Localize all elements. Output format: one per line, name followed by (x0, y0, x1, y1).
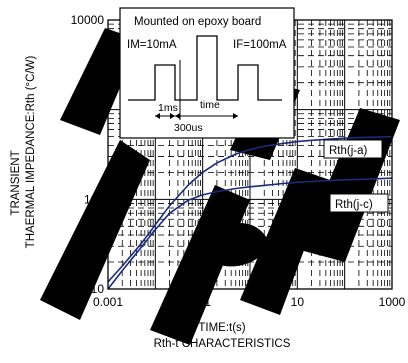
x-tick-label: 10 (291, 295, 305, 309)
chart-subtitle: Rth-t CHARACTERISTICS (154, 338, 291, 350)
x-tick-label: 0.1 (194, 295, 211, 309)
period-label: time (200, 99, 220, 111)
series-name-rth-jc: Rth(j-c) (335, 199, 373, 211)
series-name-rth-ja: Rth(j-a) (329, 145, 368, 157)
x-tick-label: 1000 (379, 295, 406, 309)
pulse-inset: Mounted on epoxy board IM=10mA IF=100mA … (120, 8, 294, 138)
x-tick-label: 0.001 (93, 295, 123, 309)
x-axis-title: TIME:t(s) (198, 322, 245, 334)
series-label-rth-ja: Rth(j-a) (324, 140, 382, 158)
inset-heading: Mounted on epoxy board (134, 16, 261, 28)
inset-left-label: IM=10mA (127, 39, 177, 51)
y-tick-label: 100 (84, 192, 104, 206)
y-axis-title-line1: TRANSIENT (10, 150, 22, 215)
y-tick-label: 10 (91, 282, 105, 296)
y-tick-label: 1000 (77, 103, 104, 117)
inset-right-label: IF=100mA (233, 39, 287, 51)
series-label-rth-jc: Rth(j-c) (330, 194, 388, 212)
pulse-width-label: 1ms (158, 102, 178, 114)
y-axis-title-line2: THAERMAL IMPEDANCE:Rth (°C/W) (25, 56, 37, 249)
gap-label: 300us (174, 122, 203, 134)
y-tick-label: 10000 (71, 13, 105, 27)
